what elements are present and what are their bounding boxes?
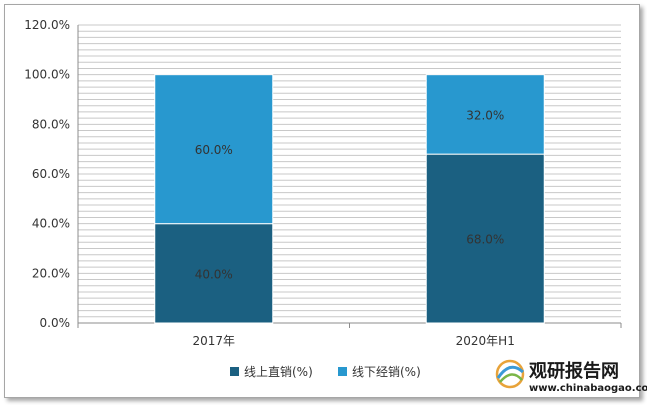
bar-segment [154, 223, 274, 324]
y-tick-label: 40.0% [32, 217, 70, 231]
data-labels: 40.0% 60.0% 68.0% 32.0% [195, 108, 505, 281]
y-tick-label: 120.0% [24, 18, 70, 32]
data-label: 68.0% [466, 233, 504, 247]
bars [154, 74, 545, 324]
watermark-brand-en: www.chinabaogao.com [529, 383, 647, 394]
data-label: 40.0% [195, 267, 233, 281]
watermark: 观研报告网 www.chinabaogao.com [495, 359, 647, 394]
axes: 0.0% 20.0% 40.0% 60.0% 80.0% 100.0% 120.0% 2017… [24, 18, 622, 348]
watermark-logo-icon [495, 359, 525, 389]
y-tick-label: 80.0% [32, 117, 70, 131]
legend-label: 线下经销(%) [352, 365, 421, 379]
y-tick-label: 0.0% [40, 316, 71, 330]
x-tick-label: 2017年 [192, 334, 235, 348]
watermark-brand-cn: 观研报告网 [529, 360, 619, 382]
legend-swatch [338, 367, 347, 376]
legend-swatch [230, 367, 239, 376]
bar-segment [154, 74, 274, 225]
legend-label: 线上直销(%) [244, 365, 313, 379]
x-tick-label: 2020年H1 [456, 334, 515, 348]
data-label: 32.0% [466, 108, 504, 122]
bar-segment [425, 74, 545, 155]
y-tick-label: 20.0% [32, 266, 70, 280]
y-tick-label: 100.0% [24, 68, 70, 82]
bar-segment [425, 153, 545, 324]
y-tick-label: 60.0% [32, 167, 70, 181]
legend: 线上直销(%) 线下经销(%) [230, 365, 421, 379]
data-label: 60.0% [195, 143, 233, 157]
